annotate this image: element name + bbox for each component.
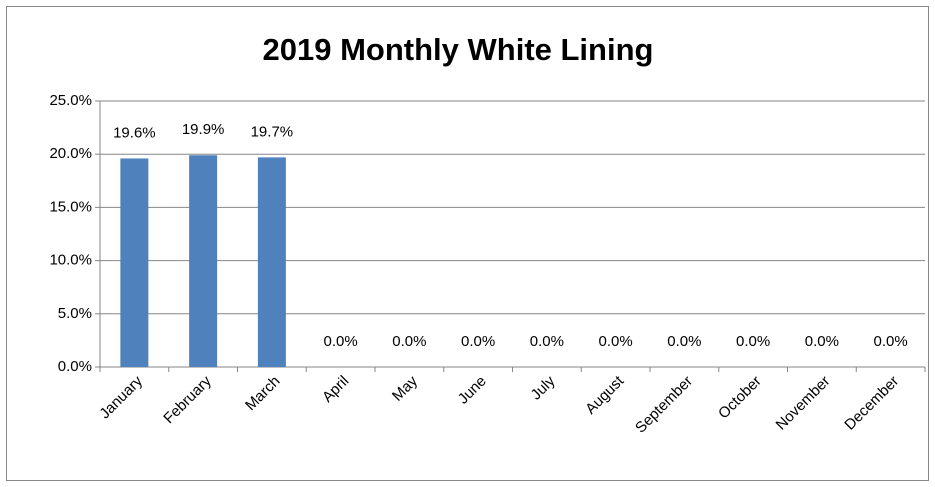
y-tick-label: 15.0%	[49, 198, 92, 215]
value-label: 0.0%	[530, 333, 564, 350]
value-label: 0.0%	[599, 333, 633, 350]
value-label: 0.0%	[667, 333, 701, 350]
value-label: 0.0%	[874, 333, 908, 350]
y-tick-label: 25.0%	[49, 92, 92, 109]
bar	[189, 155, 218, 367]
value-label: 0.0%	[324, 333, 358, 350]
y-tick-label: 5.0%	[58, 305, 92, 322]
y-tick-label: 20.0%	[49, 145, 92, 162]
value-label: 0.0%	[805, 333, 839, 350]
value-label: 19.9%	[182, 121, 225, 138]
value-label: 19.6%	[113, 124, 156, 141]
chart-title: 2019 Monthly White Lining	[263, 32, 654, 67]
bar	[120, 158, 149, 367]
y-tick-label: 0.0%	[58, 358, 92, 375]
value-label: 0.0%	[392, 333, 426, 350]
chart-border	[6, 6, 929, 481]
value-label: 0.0%	[461, 333, 495, 350]
value-label: 0.0%	[736, 333, 770, 350]
y-tick-label: 10.0%	[49, 252, 92, 269]
bar	[257, 157, 286, 367]
value-label: 19.7%	[251, 123, 294, 140]
